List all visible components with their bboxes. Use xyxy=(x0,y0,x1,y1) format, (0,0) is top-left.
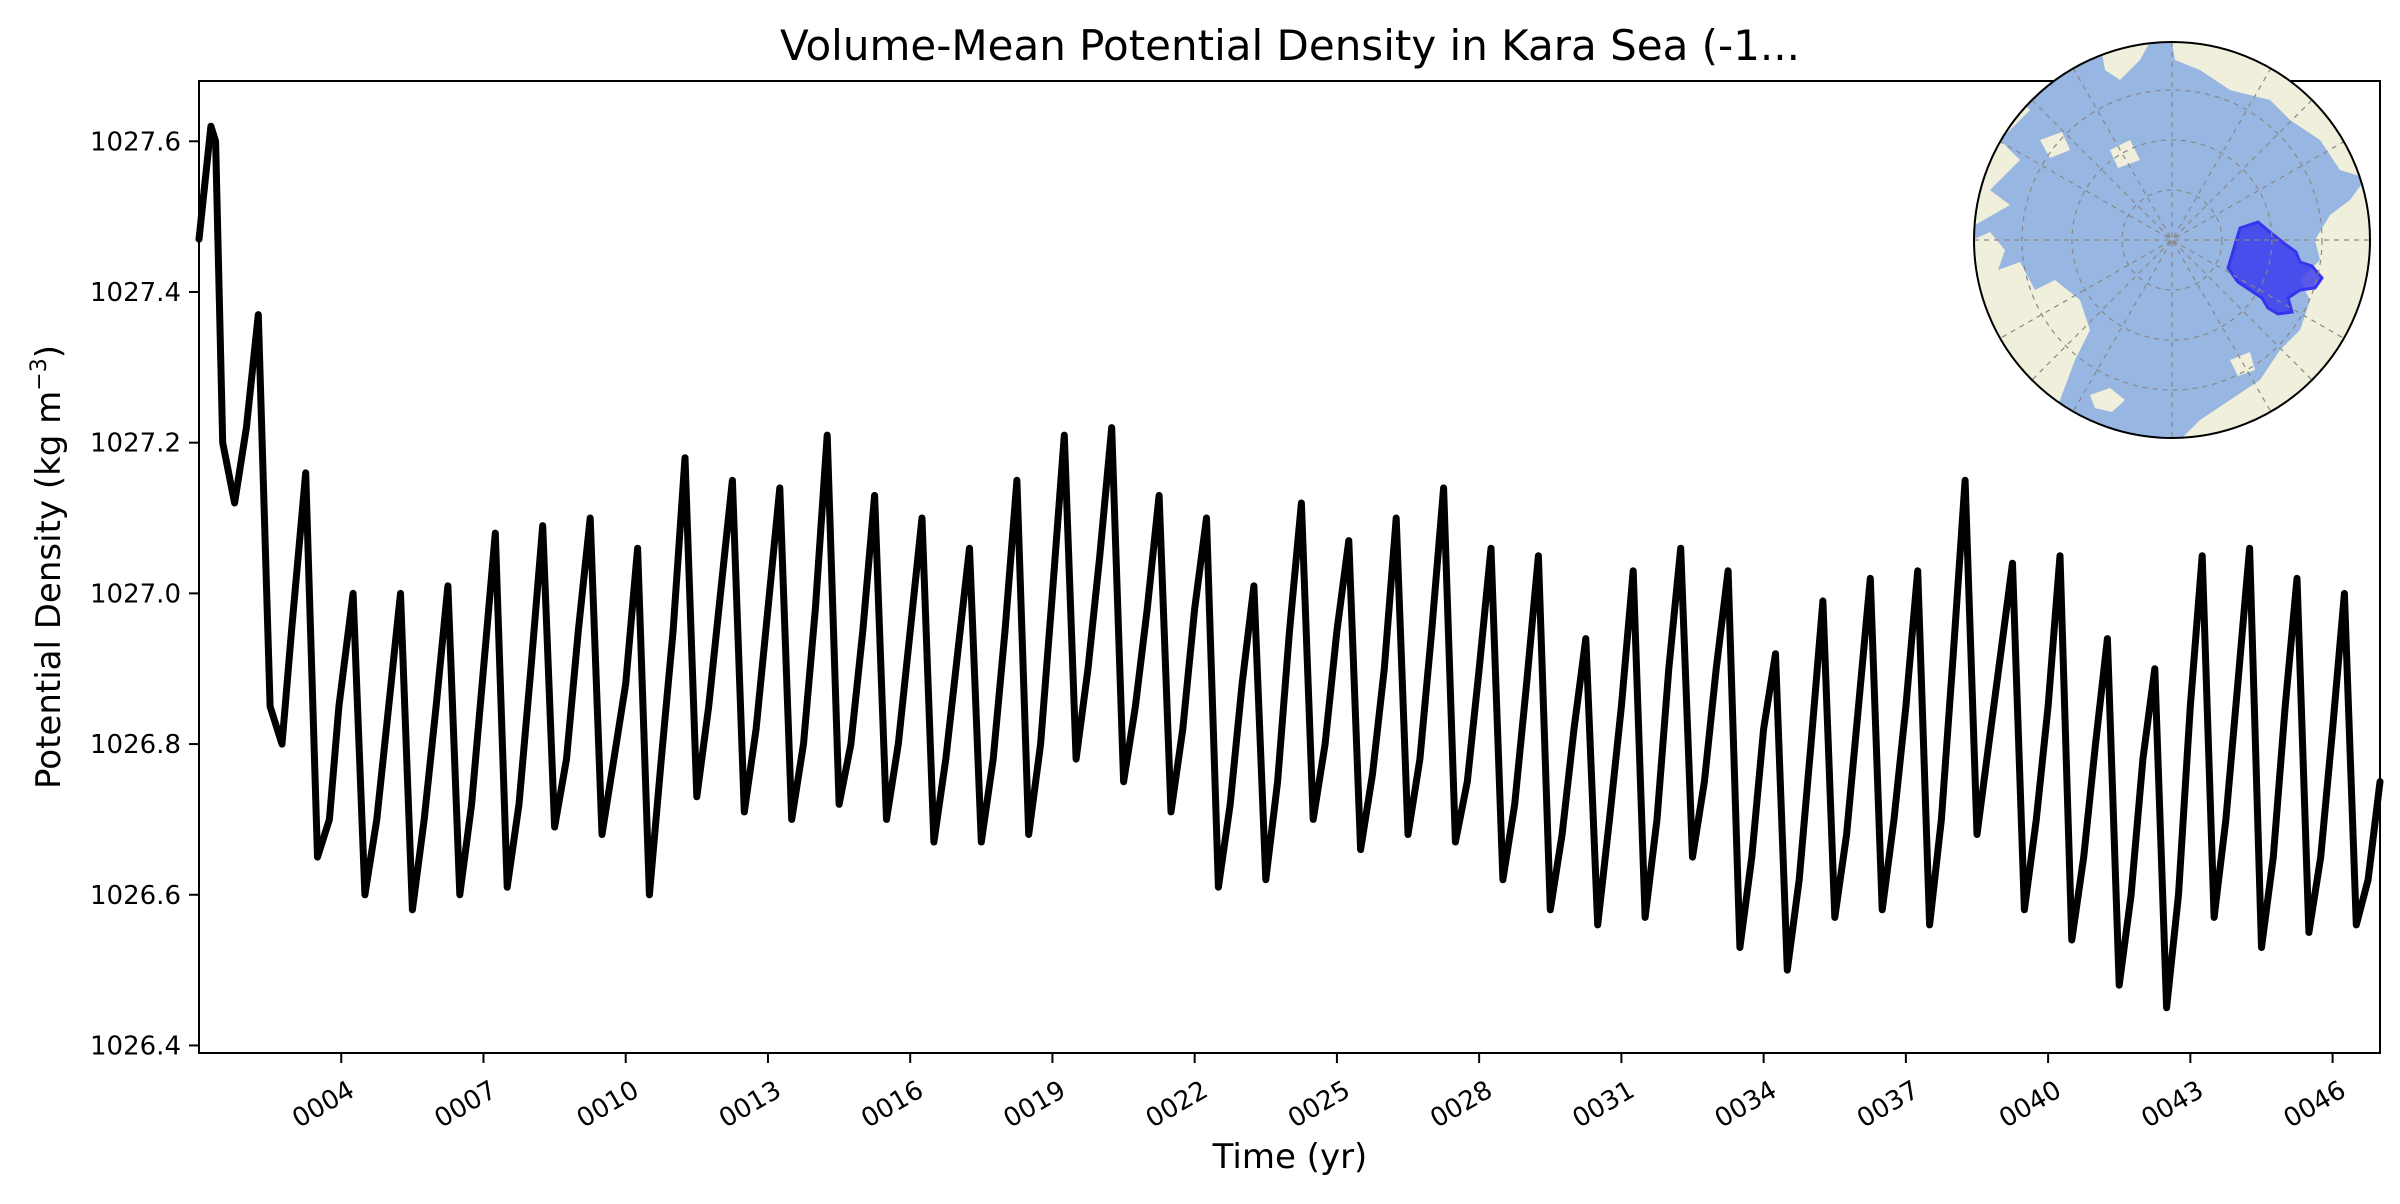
x-tick-label: 0004 xyxy=(287,1075,359,1134)
x-tick-label: 0037 xyxy=(1852,1075,1924,1134)
x-tick-label: 0028 xyxy=(1425,1075,1497,1134)
x-tick-label: 0016 xyxy=(856,1075,928,1134)
x-tick-label: 0034 xyxy=(1710,1075,1782,1134)
x-tick-label: 0031 xyxy=(1568,1075,1640,1134)
x-axis: 0004 0007 0010 0013 0016 0019 0022 0025 0028 0031… xyxy=(287,1053,2351,1134)
y-tick-label: 1027.0 xyxy=(90,579,181,609)
x-tick-label: 0043 xyxy=(2137,1075,2209,1134)
inset-region-kara-sea xyxy=(2226,220,2324,316)
inset-border xyxy=(1973,41,2371,439)
y-tick-label: 1026.8 xyxy=(90,730,181,760)
y-axis-label-exponent: −3 xyxy=(27,358,52,390)
x-tick-label: 0010 xyxy=(572,1075,644,1134)
x-tick-label: 0046 xyxy=(2279,1075,2351,1134)
x-tick-label: 0019 xyxy=(999,1075,1071,1134)
y-axis-label-main: Potential Density (kg m xyxy=(29,391,69,789)
x-tick-label: 0022 xyxy=(1141,1075,1213,1134)
series-line xyxy=(195,122,2384,1012)
plot-frame xyxy=(198,80,2381,1054)
x-tick-label: 0040 xyxy=(1994,1075,2066,1134)
land-island-4 xyxy=(2110,140,2140,168)
y-tick-label: 1026.4 xyxy=(90,1031,181,1061)
x-axis-label: Time (yr) xyxy=(1212,1137,1368,1177)
x-tick-label: 0007 xyxy=(430,1075,502,1134)
y-axis-label-suffix: ) xyxy=(29,345,69,358)
inset-map xyxy=(1973,41,2371,439)
y-tick-label: 1027.4 xyxy=(90,278,181,308)
x-tick-label: 0025 xyxy=(1283,1075,1355,1134)
inset-graticule xyxy=(1974,42,2370,438)
land-island-3 xyxy=(2040,132,2070,158)
y-tick-label: 1027.2 xyxy=(90,429,181,459)
chart-title: Volume-Mean Potential Density in Kara Se… xyxy=(780,21,1800,70)
x-tick-label: 0013 xyxy=(714,1075,786,1134)
land-island-1 xyxy=(2090,388,2125,412)
y-axis-label: Potential Density (kg m−3) xyxy=(27,345,69,789)
y-tick-label: 1027.6 xyxy=(90,127,181,157)
y-axis: 1026.4 1026.6 1026.8 1027.0 1027.2 1027.4 1027… xyxy=(90,127,199,1061)
land-island-2 xyxy=(2230,352,2255,376)
y-tick-label: 1026.6 xyxy=(90,881,181,911)
